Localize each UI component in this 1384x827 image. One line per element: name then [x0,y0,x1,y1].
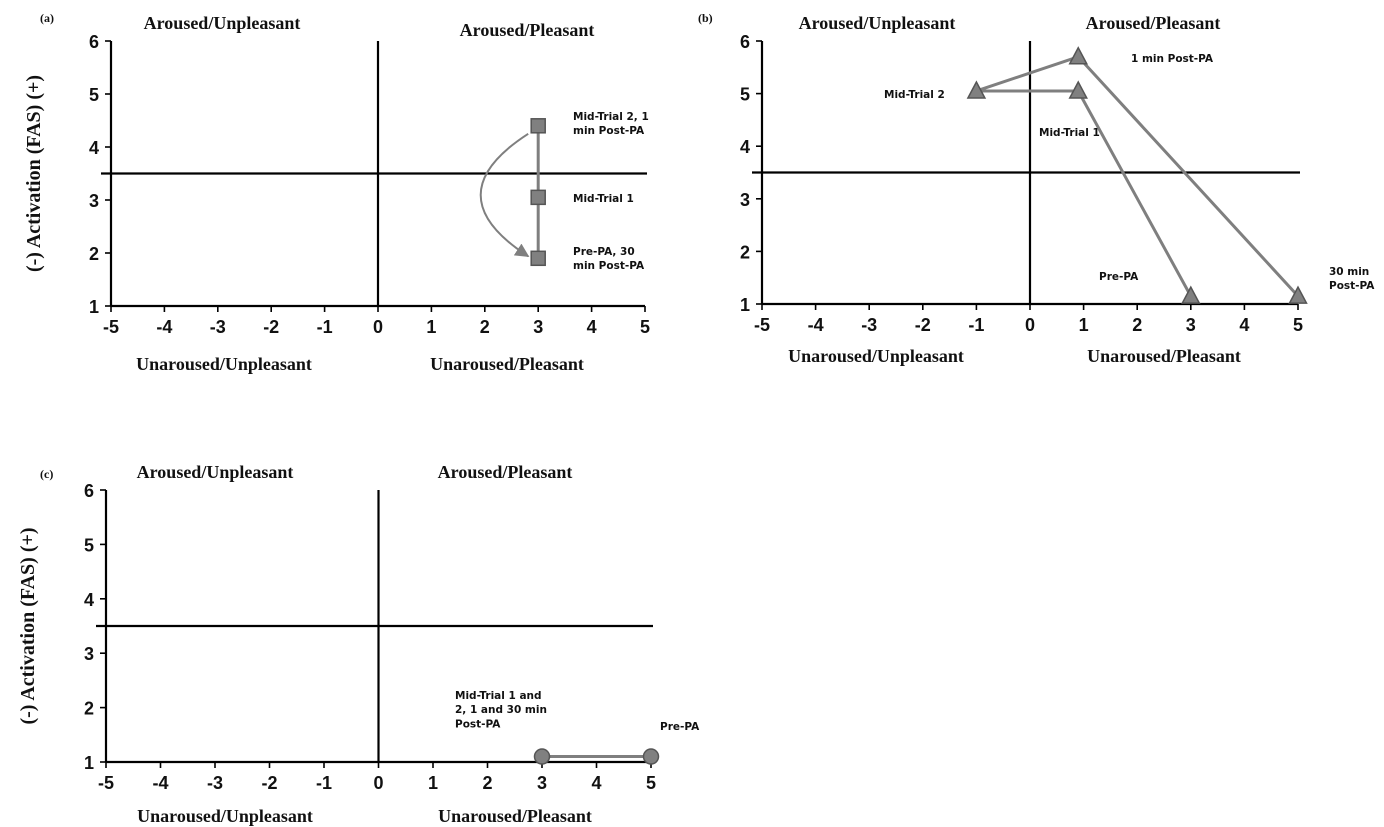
y-tick-label: 5 [89,85,99,105]
data-label: Mid-Trial 1 [1039,127,1100,139]
y-tick-label: 5 [84,535,94,555]
y-axis-title: (-) Activation (FAS) (+) [23,75,45,272]
y-tick-label: 6 [740,32,750,52]
x-tick-label: 2 [1132,315,1142,335]
data-point [530,118,546,134]
quadrant-label-top-left: Aroused/Unpleasant [799,13,956,33]
data-point [1068,80,1088,99]
x-tick-label: -2 [915,315,931,335]
y-tick-label: 1 [84,753,94,773]
x-tick-label: 3 [1186,315,1196,335]
x-tick-label: 5 [640,317,650,337]
y-tick-label: 2 [740,242,750,262]
data-label: Mid-Trial 2 [884,89,945,101]
y-tick-label: 3 [740,190,750,210]
y-tick-label: 2 [84,699,94,719]
data-point [642,748,660,765]
data-point [533,748,551,765]
x-tick-label: 2 [482,773,492,793]
x-tick-label: -4 [156,317,172,337]
x-tick-label: 2 [480,317,490,337]
data-label: Pre-PA [660,721,700,733]
x-tick-label: -5 [98,773,114,793]
x-tick-label: 4 [1239,315,1249,335]
data-point [530,189,546,206]
data-label: Mid-Trial 2, 1 min Post-PA [573,111,649,137]
data-point [966,80,987,99]
y-tick-label: 6 [89,32,99,52]
data-label: Pre-PA, 30 min Post-PA [573,246,645,272]
data-point [1288,285,1308,304]
quadrant-label-bottom-left: Unaroused/Unpleasant [788,346,964,366]
data-label: 1 min Post-PA [1131,53,1214,65]
x-tick-label: 5 [1293,315,1303,335]
x-tick-label: 4 [591,773,601,793]
chart-panel-2: (c) Aroused/Unpleasant Aroused/Pleasant Una… [17,462,700,826]
chart-panel-0: (a) Aroused/Unpleasant Aroused/Pleasant Una… [23,11,650,374]
data-label: Pre-PA [1099,271,1139,283]
chart-panel-1: (b) Aroused/Unpleasant Aroused/Pleasant Una… [698,11,1375,366]
x-tick-label: 1 [1079,315,1089,335]
quadrant-label-top-right: Aroused/Pleasant [1086,13,1221,33]
y-tick-label: 4 [89,138,99,158]
x-tick-label: 0 [373,773,383,793]
y-tick-label: 5 [740,85,750,105]
quadrant-label-bottom-left: Unaroused/Unpleasant [136,354,312,374]
y-tick-label: 3 [84,644,94,664]
x-tick-label: -1 [316,773,332,793]
data-label: 30 min Post-PA [1329,266,1375,292]
transition-arrow [479,132,530,258]
quadrant-label-top-left: Aroused/Unpleasant [137,462,294,482]
series-line [974,55,1300,298]
x-tick-label: 3 [533,317,543,337]
y-tick-label: 1 [740,295,750,315]
y-tick-label: 3 [89,191,99,211]
panel-label: (c) [40,467,53,481]
y-tick-label: 4 [740,137,750,157]
quadrant-label-bottom-right: Unaroused/Pleasant [438,806,592,826]
x-tick-label: -5 [103,317,119,337]
x-tick-label: 1 [428,773,438,793]
quadrant-label-top-right: Aroused/Pleasant [438,462,573,482]
x-tick-label: -2 [263,317,279,337]
y-tick-label: 6 [84,481,94,501]
quadrant-label-bottom-right: Unaroused/Pleasant [430,354,584,374]
quadrant-label-top-right: Aroused/Pleasant [460,20,595,40]
quadrant-label-top-left: Aroused/Unpleasant [144,13,301,33]
data-label: Mid-Trial 1 and 2, 1 and 30 min Post-PA [455,690,547,730]
y-axis-title: (-) Activation (FAS) (+) [17,527,39,724]
data-point [1181,285,1201,304]
x-tick-label: -5 [754,315,770,335]
x-tick-label: 1 [426,317,436,337]
panel-label: (a) [40,11,54,25]
x-tick-label: 5 [646,773,656,793]
data-point [530,250,546,267]
x-tick-label: -1 [317,317,333,337]
y-tick-label: 1 [89,297,99,317]
panel-label: (b) [698,11,713,25]
x-tick-label: -3 [861,315,877,335]
x-tick-label: 0 [1025,315,1035,335]
x-tick-label: -1 [968,315,984,335]
quadrant-label-bottom-right: Unaroused/Pleasant [1087,346,1241,366]
x-tick-label: -3 [210,317,226,337]
x-tick-label: -4 [808,315,824,335]
x-tick-label: -3 [207,773,223,793]
x-tick-label: 4 [587,317,597,337]
y-tick-label: 4 [84,590,94,610]
x-tick-label: -2 [261,773,277,793]
y-tick-label: 2 [89,244,99,264]
x-tick-label: 0 [373,317,383,337]
quadrant-label-bottom-left: Unaroused/Unpleasant [137,806,313,826]
data-point [1068,46,1088,65]
data-label: Mid-Trial 1 [573,193,634,205]
x-tick-label: 3 [537,773,547,793]
x-tick-label: -4 [152,773,168,793]
